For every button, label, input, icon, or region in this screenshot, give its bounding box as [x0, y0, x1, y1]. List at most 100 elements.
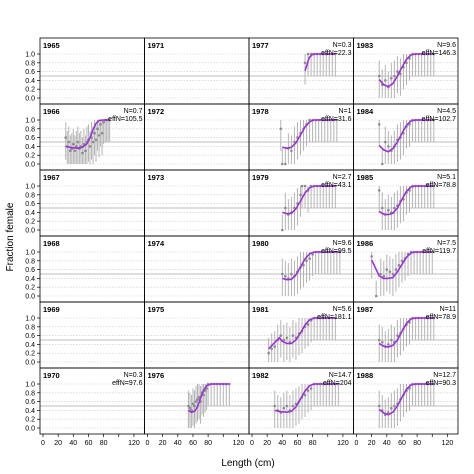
panel-year: 1986: [357, 239, 374, 248]
y-tick-label: 0.6: [25, 135, 35, 142]
obs-point: [284, 206, 287, 210]
obs-point: [377, 123, 381, 126]
obs-point: [191, 402, 195, 406]
fit-line: [282, 119, 337, 150]
obs-point: [387, 208, 390, 212]
y-tick-label: 0.8: [25, 390, 35, 397]
x-tick-label: 80: [309, 440, 317, 447]
obs-point: [88, 145, 92, 148]
obs-point: [308, 118, 311, 122]
panel-n: N=0.3: [124, 372, 143, 379]
x-tick-label: 120: [442, 440, 454, 447]
panel-1971: 1971: [144, 37, 250, 105]
x-tick-label: 40: [69, 440, 77, 447]
fit-line: [370, 251, 433, 280]
x-tick-label: 40: [174, 440, 182, 447]
y-tick-label: 0.2: [25, 285, 35, 292]
y-tick-label: 1.0: [25, 184, 35, 191]
obs-point: [291, 404, 295, 408]
obs-point: [193, 404, 196, 408]
panel-year: 1969: [43, 305, 60, 314]
y-tick-label: 0.2: [25, 153, 35, 160]
obs-point: [397, 263, 401, 267]
panel-1975: 1975: [144, 301, 250, 369]
panel-effn: effN=31.6: [321, 116, 352, 123]
obs-point: [290, 149, 293, 153]
obs-point: [305, 259, 308, 263]
fit-line: [274, 383, 339, 414]
obs-point: [285, 404, 289, 408]
x-tick-label: 60: [294, 440, 302, 447]
x-tick-label: 0: [250, 440, 254, 447]
obs-point: [93, 131, 96, 135]
panel-year: 1965: [43, 41, 60, 50]
obs-point: [284, 274, 287, 278]
y-axis-label: Fraction female: [5, 202, 16, 271]
panel-effn: effN=97.6: [112, 380, 143, 387]
obs-point: [377, 404, 381, 408]
obs-point: [393, 206, 396, 210]
obs-point: [405, 61, 408, 65]
panel-n: N=4.5: [437, 108, 456, 115]
y-tick-label: 0.0: [25, 96, 35, 103]
obs-point: [390, 76, 393, 80]
panel-year: 1972: [148, 107, 165, 116]
panel-year: 1967: [43, 173, 60, 182]
obs-point: [99, 123, 102, 126]
obs-point: [100, 131, 104, 135]
obs-point: [383, 140, 387, 144]
y-tick-label: 0.6: [25, 399, 35, 406]
fit-line: [268, 317, 336, 350]
obs-point: [273, 345, 277, 348]
x-tick-label: 60: [398, 440, 406, 447]
obs-point: [67, 140, 71, 144]
obs-point: [299, 193, 302, 197]
obs-point: [382, 274, 386, 278]
obs-point: [281, 228, 284, 232]
obs-point: [270, 347, 274, 351]
obs-point: [377, 189, 381, 192]
y-tick-label: 0.8: [25, 126, 35, 133]
y-tick-label: 0.4: [25, 144, 35, 151]
panel-year: 1976: [148, 371, 165, 380]
obs-point: [379, 272, 383, 276]
obs-point: [387, 411, 390, 414]
obs-point: [267, 351, 270, 355]
panel-year: 1968: [43, 239, 60, 248]
obs-point: [75, 145, 78, 148]
panel-effn: effN=102.7: [422, 116, 456, 123]
fit-line: [282, 251, 340, 281]
fit-line: [304, 53, 336, 71]
obs-point: [393, 404, 396, 408]
panel-effn: effN=181.1: [317, 314, 351, 321]
obs-point: [76, 140, 80, 144]
x-tick-label: 120: [233, 440, 245, 447]
y-tick-label: 0.0: [25, 426, 35, 433]
fit-line: [187, 383, 230, 414]
obs-point: [306, 389, 310, 392]
panel-effn: effN=105.5: [108, 116, 142, 123]
x-tick-label: 80: [413, 440, 421, 447]
x-tick-label: 20: [54, 440, 62, 447]
obs-point: [390, 338, 393, 342]
obs-point: [281, 162, 284, 166]
y-tick-label: 0.4: [25, 78, 35, 85]
x-tick-label: 120: [337, 440, 349, 447]
obs-point: [391, 272, 395, 276]
obs-point: [387, 145, 390, 148]
obs-point: [84, 149, 87, 153]
fit-line: [378, 185, 434, 216]
x-tick-label: 0: [146, 440, 150, 447]
panel-year: 1983: [357, 41, 374, 50]
panel-effn: effN=146.3: [422, 50, 456, 57]
panel-frame: [353, 367, 459, 435]
obs-point: [380, 162, 384, 166]
